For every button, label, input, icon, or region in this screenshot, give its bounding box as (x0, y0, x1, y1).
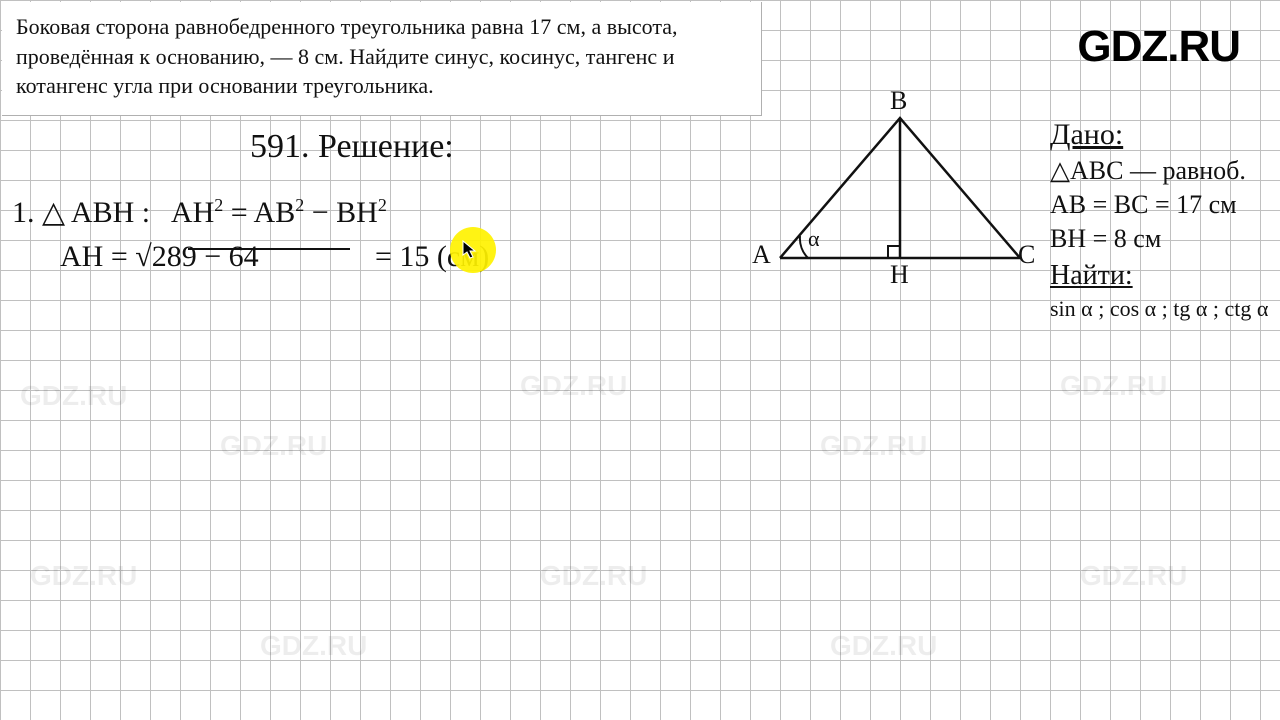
root-prefix: AH = √ (60, 240, 152, 273)
vertex-label-h: H (890, 260, 909, 290)
site-logo: GDZ.RU (1077, 22, 1240, 72)
problem-statement: Боковая сторона равнобедренного треуголь… (2, 2, 762, 116)
watermark: GDZ.RU (520, 370, 627, 402)
triangle-diagram: B A C H α (760, 108, 1040, 308)
given-block: Дано: △ABC — равноб. AB = BC = 17 см BH … (1050, 118, 1280, 326)
watermark: GDZ.RU (220, 430, 327, 462)
solution-step-1-root: AH = √289 − 64 (60, 240, 259, 274)
watermark: GDZ.RU (830, 630, 937, 662)
find-line: sin α ; cos α ; tg α ; ctg α (1050, 296, 1280, 322)
root-radicand: 289 − 64 (152, 240, 259, 273)
angle-label-alpha: α (808, 226, 820, 252)
vertex-label-a: A (752, 240, 771, 270)
given-line-3: BH = 8 см (1050, 224, 1280, 254)
vertex-label-c: C (1018, 240, 1035, 270)
given-line-1: △ABC — равноб. (1050, 156, 1280, 186)
find-heading: Найти: (1050, 260, 1280, 292)
solution-heading: 591. Решение: (250, 128, 454, 166)
watermark: GDZ.RU (1060, 370, 1167, 402)
mouse-cursor-icon (462, 240, 478, 260)
watermark: GDZ.RU (540, 560, 647, 592)
watermark: GDZ.RU (820, 430, 927, 462)
watermark: GDZ.RU (20, 380, 127, 412)
sqrt-vinculum (188, 248, 350, 250)
given-line-2: AB = BC = 17 см (1050, 190, 1280, 220)
watermark: GDZ.RU (1080, 560, 1187, 592)
vertex-label-b: B (890, 86, 907, 116)
solution-step-1-eq: 1. △ ABH : AH2 = AB2 − BH2 (12, 195, 387, 230)
given-heading: Дано: (1050, 118, 1280, 152)
watermark: GDZ.RU (30, 560, 137, 592)
watermark: GDZ.RU (260, 630, 367, 662)
